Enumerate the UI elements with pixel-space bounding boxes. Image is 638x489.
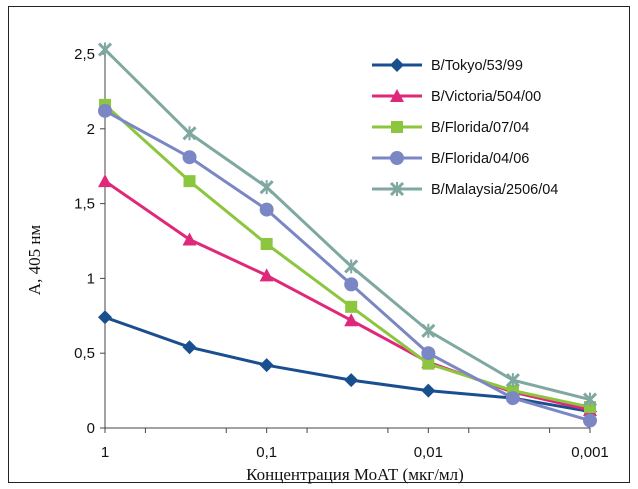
data-point xyxy=(97,42,113,57)
x-tick-label: 1 xyxy=(101,444,109,461)
data-point xyxy=(344,373,359,388)
x-axis-title: Концентрация МоАТ (мкг/мл) xyxy=(246,465,464,484)
data-point xyxy=(182,340,197,355)
data-point xyxy=(259,358,274,373)
y-tick-label: 1 xyxy=(87,270,95,287)
data-point xyxy=(183,175,196,188)
y-tick-label: 2,5 xyxy=(74,46,95,63)
y-tick-label: 0 xyxy=(87,420,95,437)
data-point xyxy=(182,126,197,141)
data-point xyxy=(98,174,112,188)
legend-item: B/Victoria/504/00 xyxy=(372,89,541,105)
series-5 xyxy=(97,42,598,407)
data-point xyxy=(259,180,274,195)
series-3 xyxy=(99,98,596,414)
legend-item: B/Florida/04/06 xyxy=(372,151,529,167)
data-point xyxy=(421,346,436,361)
data-point xyxy=(259,202,274,217)
legend-marker xyxy=(389,181,405,197)
data-point xyxy=(182,150,197,165)
y-tick-label: 2 xyxy=(87,121,95,138)
legend-label: B/Malaysia/2506/04 xyxy=(431,182,558,198)
x-tick-label: 0,01 xyxy=(414,444,443,461)
x-tick-label: 0,001 xyxy=(571,444,609,461)
data-point xyxy=(421,323,436,338)
legend-item: B/Tokyo/53/99 xyxy=(372,58,523,74)
legend-item: B/Florida/07/04 xyxy=(372,120,529,136)
data-point xyxy=(344,313,359,327)
data-point xyxy=(98,310,112,325)
data-point xyxy=(345,300,358,313)
data-point xyxy=(421,383,436,398)
legend-item: B/Malaysia/2506/04 xyxy=(372,181,558,198)
data-point xyxy=(505,373,520,388)
y-tick-label: 0,5 xyxy=(74,345,95,362)
data-point xyxy=(583,413,597,428)
legend-marker xyxy=(391,121,403,133)
legend-label: B/Florida/04/06 xyxy=(431,151,529,167)
y-axis-title: А, 405 нм xyxy=(25,225,44,296)
axes: 0 0,5 1 1,5 2 2,5 1 0,1 0,01 0,001 xyxy=(74,46,609,461)
legend-label: B/Victoria/504/00 xyxy=(431,89,541,105)
series-lines xyxy=(97,42,598,428)
data-point xyxy=(344,259,359,274)
data-point xyxy=(582,392,598,407)
data-point xyxy=(182,232,197,246)
data-point xyxy=(344,277,359,292)
legend-label: B/Tokyo/53/99 xyxy=(431,58,523,74)
legend-label: B/Florida/07/04 xyxy=(431,120,529,136)
data-point xyxy=(506,384,519,397)
data-point xyxy=(98,103,112,118)
x-tick-label: 0,1 xyxy=(256,444,277,461)
data-point xyxy=(259,268,274,282)
data-point xyxy=(505,391,520,406)
legend-marker xyxy=(390,58,404,72)
legend: B/Tokyo/53/99 B/Victoria/504/00 B/Florida/… xyxy=(372,58,558,198)
series-4 xyxy=(98,103,597,428)
y-tick-label: 1,5 xyxy=(74,196,95,213)
data-point xyxy=(260,237,273,250)
data-point xyxy=(422,357,435,370)
legend-marker xyxy=(390,89,404,102)
legend-marker xyxy=(390,151,404,165)
